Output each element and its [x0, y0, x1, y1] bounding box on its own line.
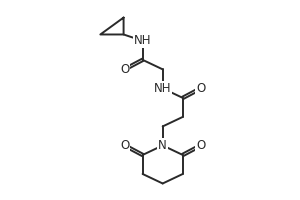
- Text: O: O: [196, 139, 205, 152]
- Text: O: O: [196, 82, 205, 95]
- Text: NH: NH: [154, 82, 171, 95]
- Text: N: N: [158, 139, 167, 152]
- Text: NH: NH: [134, 34, 152, 47]
- Text: O: O: [120, 63, 129, 76]
- Text: O: O: [120, 139, 129, 152]
